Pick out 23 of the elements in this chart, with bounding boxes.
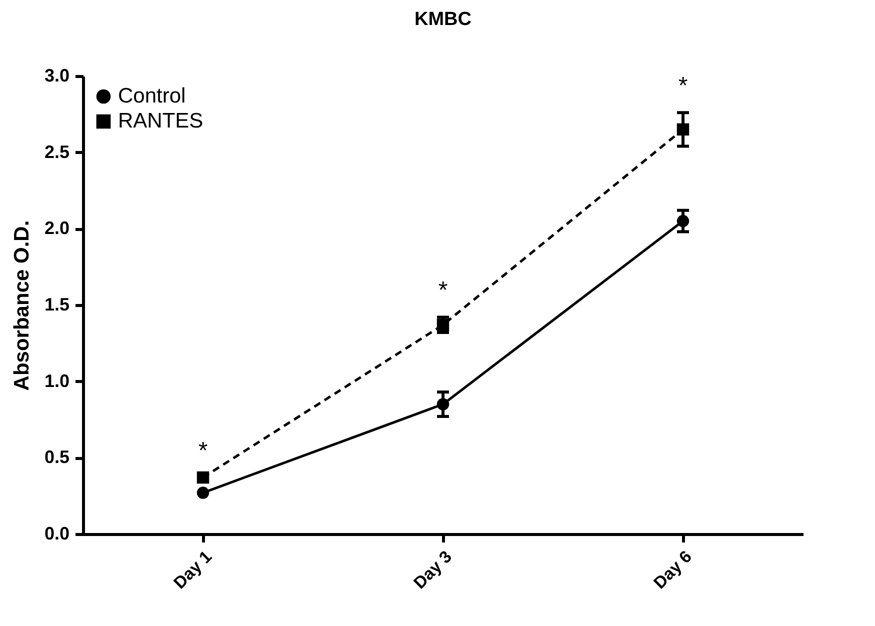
x-tick-label: Day 3 (410, 547, 456, 593)
point (676, 123, 690, 136)
x-tick-label: Day 1 (170, 547, 216, 593)
y-axis-title: Absorbance O.D. (10, 220, 34, 391)
y-tick-label: 2.0 (44, 218, 70, 238)
point (196, 486, 210, 499)
x-tick-label: Day 6 (650, 547, 696, 593)
point (436, 318, 450, 331)
y-tick-label: 2.5 (44, 142, 70, 162)
chart-title: KMBC (414, 9, 472, 30)
point (436, 398, 450, 410)
point (676, 214, 690, 228)
y-tick-label: 3.0 (44, 66, 70, 86)
y-tick-label: 0.5 (44, 447, 70, 468)
y-tick-label: 1.5 (44, 294, 70, 314)
legend-label: Control (118, 84, 186, 108)
y-tick-label: 1.0 (44, 370, 70, 391)
point (196, 471, 210, 484)
annotation: * (678, 72, 688, 100)
legend-label: RANTES (118, 110, 204, 132)
annotation: * (438, 277, 448, 304)
annotation: * (198, 438, 208, 465)
y-tick-label: 0.0 (44, 524, 70, 544)
